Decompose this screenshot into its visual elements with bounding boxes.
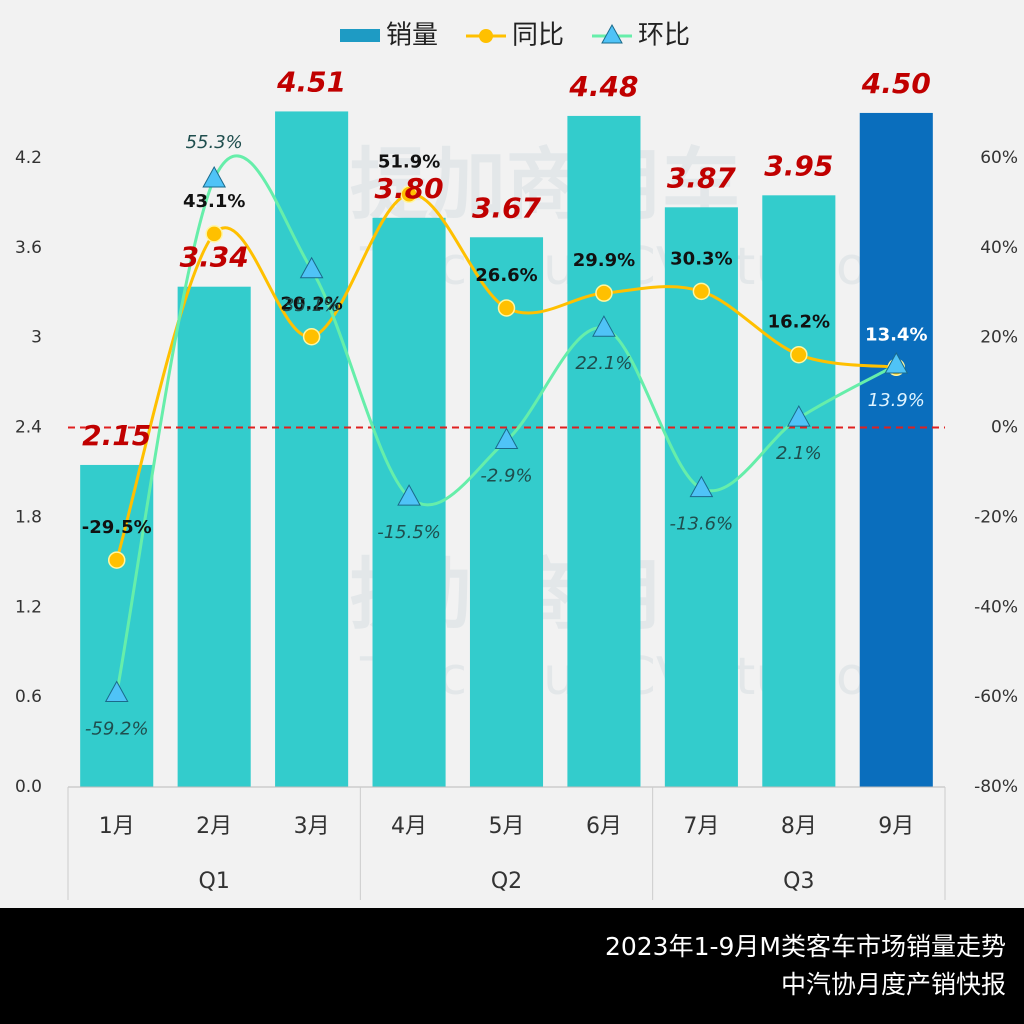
x-tick-label: 1月	[99, 814, 135, 839]
group-label: Q1	[199, 869, 230, 894]
marker	[400, 185, 418, 204]
mom-label: -2.9%	[480, 466, 532, 487]
bar	[469, 237, 544, 787]
footer-subtitle: 中汽协月度产销快报	[781, 970, 1006, 999]
legend-item: 环比	[592, 21, 690, 51]
x-tick-label: 4月	[391, 814, 427, 839]
mom-label: 13.9%	[868, 390, 925, 411]
legend-label: 同比	[512, 21, 564, 51]
marker	[202, 165, 227, 188]
y2-tick-label: -60%	[974, 687, 1018, 707]
bar	[177, 286, 251, 787]
x-tick-label: 9月	[878, 814, 914, 839]
bar-value-label: 3.34	[180, 241, 249, 274]
y-tick-label: 3	[31, 328, 42, 348]
mom-label: 2.1%	[776, 443, 822, 464]
y2-tick-label: 40%	[980, 238, 1018, 258]
mom-label: 22.1%	[575, 353, 632, 374]
group-label: Q3	[783, 869, 814, 894]
footer-band	[0, 908, 1024, 1024]
bar-value-label: 3.95	[764, 149, 833, 182]
mom-label: -59.2%	[85, 719, 149, 740]
y-tick-label: 2.4	[15, 418, 42, 438]
legend-marker	[601, 23, 623, 44]
marker	[299, 256, 324, 279]
marker	[884, 351, 909, 374]
bar-value-label: 4.51	[276, 65, 346, 98]
bar-value-label: 3.80	[375, 172, 444, 205]
y-tick-label: 3.6	[15, 238, 42, 258]
mom-label: 35.1%	[283, 295, 340, 316]
footer-title: 2023年1-9月M类客车市场销量走势	[605, 932, 1006, 961]
y2-tick-label: -80%	[974, 777, 1018, 797]
y2-tick-label: -40%	[974, 597, 1018, 617]
marker	[302, 327, 321, 346]
yoy-label: -29.5%	[82, 517, 152, 538]
bar	[80, 464, 154, 787]
yoy-label: 43.1%	[183, 191, 245, 212]
marker	[790, 345, 808, 364]
x-tick-label: 6月	[586, 814, 622, 839]
x-tick-label: 5月	[489, 814, 525, 839]
y-tick-label: 4.2	[15, 148, 42, 168]
marker	[595, 284, 613, 302]
legend-label: 销量	[386, 21, 438, 51]
mom-label: 55.3%	[186, 132, 243, 153]
marker	[205, 225, 223, 243]
marker	[592, 315, 616, 337]
bar-value-label: 4.50	[861, 67, 931, 100]
marker	[397, 484, 421, 506]
yoy-label: 51.9%	[378, 151, 440, 172]
marker	[692, 282, 711, 301]
marker	[497, 299, 516, 317]
legend-marker	[479, 29, 493, 43]
yoy-label: 26.6%	[475, 265, 537, 286]
legend-item: 销量	[340, 21, 438, 51]
marker	[104, 680, 129, 703]
bar-value-label: 4.48	[568, 70, 638, 103]
y2-tick-label: -20%	[974, 507, 1018, 527]
bar	[567, 115, 641, 787]
y2-tick-label: 20%	[980, 328, 1018, 348]
y-tick-label: 1.2	[15, 597, 42, 617]
line	[115, 154, 897, 694]
yoy-label: 20.2%	[280, 294, 342, 315]
x-tick-label: 2月	[196, 814, 232, 839]
mom-label: -15.5%	[377, 522, 441, 543]
bar-value-label: 3.67	[472, 191, 542, 224]
y-tick-label: 0.0	[15, 777, 42, 797]
marker	[689, 475, 714, 498]
legend-label: 环比	[638, 21, 690, 51]
x-tick-label: 7月	[683, 814, 719, 839]
bar-value-label: 2.15	[82, 419, 151, 452]
y-tick-label: 0.6	[15, 687, 42, 707]
mom-label: -13.6%	[670, 514, 734, 535]
y2-tick-label: 60%	[980, 148, 1018, 168]
x-tick-label: 8月	[781, 814, 817, 839]
legend-swatch	[340, 29, 380, 42]
marker	[107, 551, 126, 569]
legend-item: 同比	[466, 21, 564, 51]
bar	[762, 195, 836, 787]
bar-value-label: 3.87	[667, 161, 737, 194]
yoy-label: 13.4%	[865, 324, 927, 345]
yoy-label: 16.2%	[768, 312, 830, 333]
y-tick-label: 1.8	[15, 507, 42, 527]
group-label: Q2	[491, 869, 522, 894]
marker	[786, 405, 811, 427]
yoy-label: 30.3%	[670, 248, 732, 269]
yoy-label: 29.9%	[573, 250, 635, 271]
marker	[494, 427, 519, 450]
bar	[859, 112, 933, 787]
bar	[275, 111, 349, 788]
x-tick-label: 3月	[294, 814, 330, 839]
y2-tick-label: 0%	[991, 418, 1018, 438]
